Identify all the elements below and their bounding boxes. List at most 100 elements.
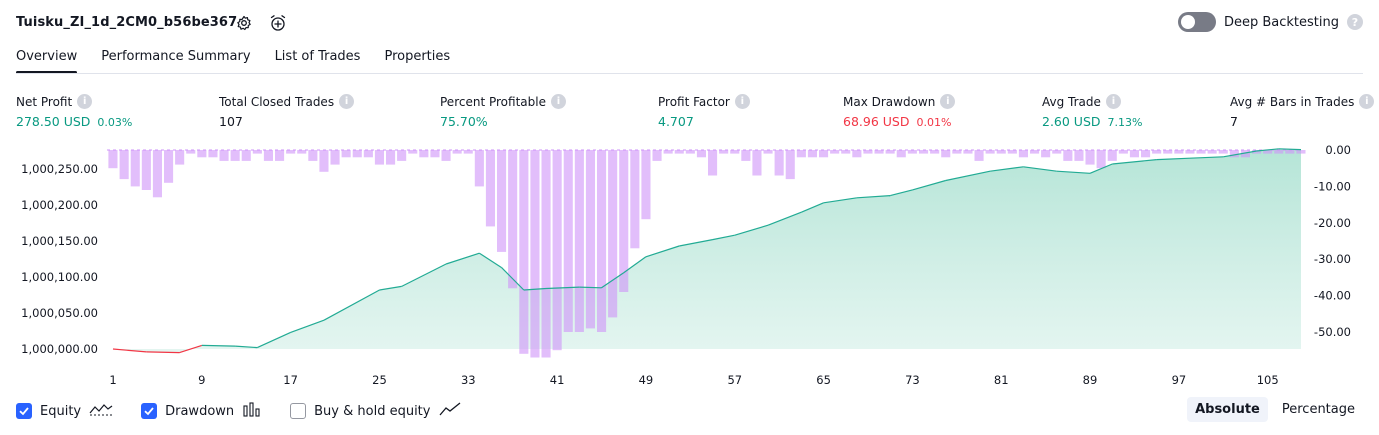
checkbox-unchecked[interactable] xyxy=(290,403,307,419)
drawdown-bar xyxy=(641,150,651,220)
checkbox-checked[interactable] xyxy=(16,403,32,419)
equity-line-segment xyxy=(201,344,236,347)
drawdown-bar xyxy=(330,150,340,165)
equity-line-segment xyxy=(945,170,991,182)
buy-hold-label: Buy & hold equity xyxy=(314,403,431,419)
metric-profit-factor: Profit Factor i 4.707 xyxy=(658,94,750,129)
drawdown-bar xyxy=(752,150,762,176)
equity-line-segment xyxy=(523,287,547,291)
drawdown-bar xyxy=(585,150,595,329)
equity-line-segment xyxy=(645,245,680,258)
drawdown-bar xyxy=(397,150,407,161)
equity-line-segment xyxy=(112,348,147,353)
drawdown-bar xyxy=(175,150,185,165)
equity-line-segment xyxy=(1112,159,1157,165)
equity-line-segment xyxy=(179,344,202,354)
info-icon[interactable]: i xyxy=(550,94,566,109)
drawdown-bar xyxy=(430,150,440,158)
drawdown-bar xyxy=(386,150,396,165)
drawdown-bar xyxy=(630,150,640,249)
equity-line-icon xyxy=(89,401,113,421)
info-icon[interactable]: i xyxy=(734,94,750,109)
drawdown-bar xyxy=(841,150,851,154)
metric-total-closed-trades: Total Closed Trades i 107 xyxy=(219,94,355,129)
deep-backtesting-toggle[interactable] xyxy=(1177,12,1216,32)
info-icon[interactable]: i xyxy=(1105,94,1121,109)
metric-subvalue: 0.01% xyxy=(916,116,952,129)
drawdown-bar xyxy=(807,150,817,158)
x-tick-label: 1 xyxy=(109,373,116,387)
percentage-button[interactable]: Percentage xyxy=(1281,402,1355,417)
chart-legend: Equity Drawdown Buy & hold equity xyxy=(16,401,490,421)
drawdown-bar xyxy=(363,150,373,158)
drawdown-bar xyxy=(241,150,251,161)
info-icon[interactable]: i xyxy=(339,94,355,109)
drawdown-bar xyxy=(452,150,462,154)
y-right-tick-label: -30.00 xyxy=(1314,252,1351,266)
drawdown-bar xyxy=(308,150,318,161)
equity-line-segment xyxy=(623,256,647,274)
y-left-tick-label: 1,000,200.00 xyxy=(21,198,98,212)
drawdown-checkbox[interactable]: Drawdown xyxy=(141,401,262,421)
tab-performance-summary[interactable]: Performance Summary xyxy=(101,49,251,64)
equity-line-segment xyxy=(679,239,713,247)
drawdown-bar xyxy=(474,150,484,187)
drawdown-bar xyxy=(485,150,495,227)
metric-avg-bars: Avg # Bars in Trades i 7 xyxy=(1230,94,1375,129)
drawdown-bar xyxy=(774,150,784,176)
info-icon[interactable]: i xyxy=(940,94,956,109)
gear-icon[interactable] xyxy=(234,13,254,33)
checkbox-checked[interactable] xyxy=(141,403,158,419)
drawdown-bar xyxy=(197,150,207,158)
drawdown-bar xyxy=(952,150,962,154)
drawdown-bar xyxy=(896,150,906,158)
drawdown-bar xyxy=(408,150,418,154)
drawdown-bar xyxy=(1096,150,1106,169)
drawdown-bar xyxy=(741,150,751,161)
drawdown-bar xyxy=(1063,150,1073,161)
drawdown-bar xyxy=(1085,150,1095,165)
drawdown-bar xyxy=(719,150,729,154)
x-tick-label: 9 xyxy=(198,373,205,387)
drawdown-bar xyxy=(186,150,196,154)
metric-value: 75.70% xyxy=(440,114,488,129)
drawdown-bar xyxy=(574,150,584,332)
x-tick-label: 17 xyxy=(283,373,298,387)
tab-properties[interactable]: Properties xyxy=(384,49,451,64)
equity-label: Equity xyxy=(40,403,82,419)
y-left-tick-label: 1,000,050.00 xyxy=(21,306,98,320)
alarm-clock-plus-icon[interactable] xyxy=(268,13,288,33)
equity-checkbox[interactable]: Equity xyxy=(16,401,113,421)
drawdown-bar xyxy=(1052,150,1062,154)
x-tick-label: 25 xyxy=(372,373,387,387)
drawdown-bar xyxy=(1018,150,1028,158)
deep-backtesting-control: Deep Backtesting ? xyxy=(1177,12,1363,32)
equity-line-segment xyxy=(1089,163,1113,174)
x-tick-label: 49 xyxy=(639,373,654,387)
buy-hold-checkbox[interactable]: Buy & hold equity xyxy=(290,401,462,421)
metric-value: 7 xyxy=(1230,114,1238,129)
info-icon[interactable]: i xyxy=(77,94,93,109)
metric-label: Profit Factor xyxy=(658,94,730,109)
drawdown-bar xyxy=(785,150,795,180)
metric-label: Avg # Bars in Trades xyxy=(1230,94,1355,109)
y-left-tick-label: 1,000,150.00 xyxy=(21,234,98,248)
drawdown-bar xyxy=(419,150,429,158)
bar-chart-icon xyxy=(242,401,262,421)
tab-list-of-trades[interactable]: List of Trades xyxy=(274,49,361,64)
metric-label: Max Drawdown xyxy=(843,94,936,109)
y-right-tick-label: 0.00 xyxy=(1325,143,1351,157)
drawdown-bar xyxy=(1152,150,1162,154)
help-icon[interactable]: ? xyxy=(1347,14,1363,30)
equity-line-segment xyxy=(401,263,447,287)
info-icon[interactable]: i xyxy=(1359,94,1375,109)
drawdown-bar xyxy=(275,150,285,161)
tab-overview[interactable]: Overview xyxy=(16,48,89,74)
drawdown-bar xyxy=(963,150,973,154)
metric-net-profit: Net Profit i 278.50 USD 0.03% xyxy=(16,94,132,129)
drawdown-bar xyxy=(874,150,884,154)
drawdown-bar xyxy=(985,150,995,154)
absolute-button[interactable]: Absolute xyxy=(1187,397,1268,422)
drawdown-bar xyxy=(996,150,1006,154)
